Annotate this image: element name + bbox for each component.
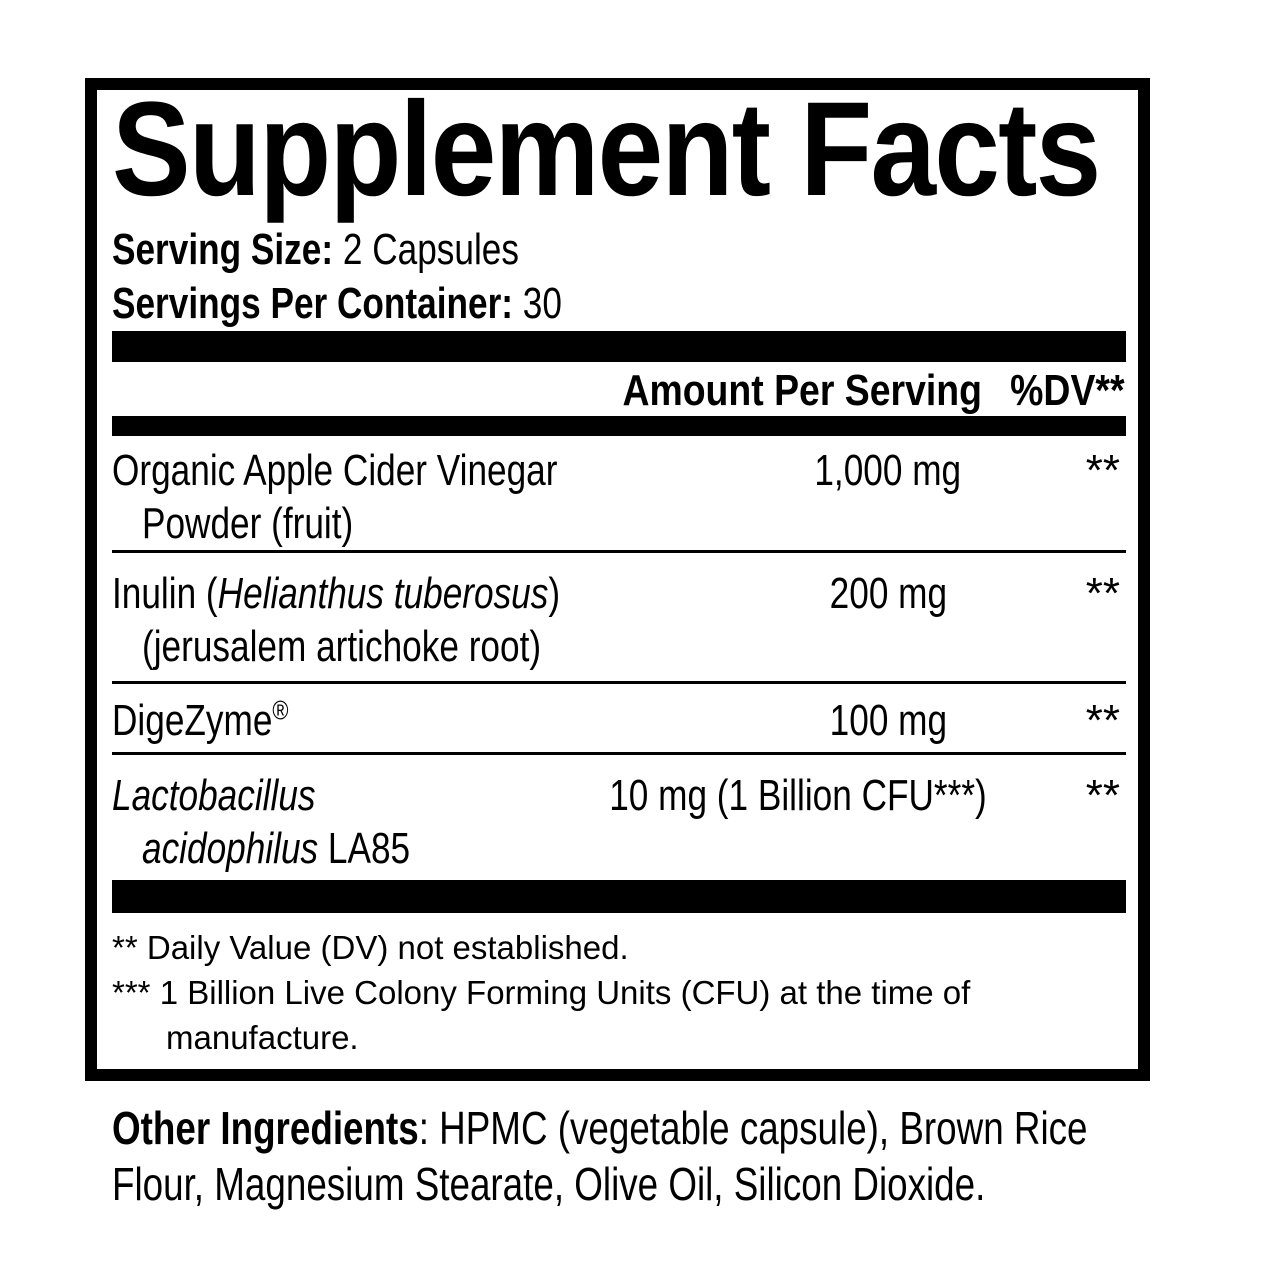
ingredient-row-lactobacillus: Lactobacillus acidophilus LA85 10 mg (1 … — [112, 755, 1126, 880]
other-ingredients-line: Other Ingredients: HPMC (vegetable capsu… — [112, 1100, 1280, 1156]
servings-per-container-label: Servings Per Container: — [112, 278, 514, 328]
footnotes-section: ** Daily Value (DV) not established. ***… — [112, 913, 1126, 1069]
ingredient-name-line: DigeZyme® — [112, 694, 1126, 747]
ingredient-name-line: Inulin (Helianthus tuberosus) — [112, 567, 1126, 620]
ingredient-name-line: (jerusalem artichoke root) — [112, 620, 1126, 673]
ingredient-amount: 100 mg — [829, 695, 947, 745]
ingredient-latin-name-continued: acidophilus — [142, 823, 319, 873]
ingredient-name-line: Powder (fruit) — [112, 497, 1126, 550]
ingredient-name-line: acidophilus LA85 — [112, 822, 1126, 875]
registered-trademark-symbol: ® — [272, 693, 289, 725]
ingredient-latin-name: Lactobacillus — [112, 770, 316, 820]
ingredient-name: DigeZyme — [112, 695, 273, 745]
ingredient-dv: ** — [1085, 695, 1120, 745]
dv-header: %DV** — [1009, 365, 1124, 415]
ingredient-name-line: Lactobacillus — [112, 769, 1126, 822]
footnote-text: Daily Value (DV) not established. — [146, 928, 629, 966]
ingredient-row-inulin: Inulin (Helianthus tuberosus) (jerusalem… — [112, 553, 1126, 684]
ingredient-amount: 1,000 mg — [814, 445, 962, 495]
other-ingredients-text: HPMC (vegetable capsule), Brown Rice — [439, 1102, 1088, 1154]
footnote-marker: ** — [112, 928, 138, 966]
ingredient-dv: ** — [1085, 445, 1120, 495]
ingredient-name-close: ) — [548, 568, 561, 618]
other-ingredients-line: Flour, Magnesium Stearate, Olive Oil, Si… — [112, 1156, 1280, 1212]
panel-title-text: Supplement Facts — [112, 75, 1101, 224]
other-ingredients-section: Other Ingredients: HPMC (vegetable capsu… — [112, 1100, 1280, 1212]
thick-rule-header — [112, 415, 1126, 436]
thick-rule-bottom — [112, 879, 1126, 913]
serving-size-label: Serving Size: — [112, 224, 334, 274]
ingredient-dv: ** — [1085, 568, 1120, 618]
table-header-row: Amount Per Serving %DV** — [112, 362, 1126, 416]
panel-title: Supplement Facts — [112, 75, 1126, 224]
thick-rule-top — [112, 330, 1126, 362]
footnote-marker: *** — [112, 973, 151, 1011]
footnote-cfu: *** 1 Billion Live Colony Forming Units … — [112, 970, 1126, 1015]
ingredient-row-apple-cider-vinegar: Organic Apple Cider Vinegar Powder (frui… — [112, 436, 1126, 553]
other-ingredients-label: Other Ingredients — [112, 1102, 419, 1154]
amount-per-serving-header: Amount Per Serving — [621, 365, 982, 415]
footnote-dv: ** Daily Value (DV) not established. — [112, 925, 1126, 970]
ingredient-amount: 10 mg (1 Billion CFU***) — [609, 770, 987, 820]
ingredient-name: Organic Apple Cider Vinegar — [112, 445, 558, 495]
other-ingredients-text-continued: Flour, Magnesium Stearate, Olive Oil, Si… — [112, 1158, 986, 1210]
footnote-cfu-continued: manufacture. — [166, 1018, 359, 1056]
ingredient-name-line: Organic Apple Cider Vinegar — [112, 444, 1126, 497]
ingredient-amount: 200 mg — [829, 568, 947, 618]
ingredient-dv: ** — [1085, 770, 1120, 820]
supplement-facts-panel: Supplement Facts Serving Size: 2 Capsule… — [85, 78, 1150, 1081]
serving-size-value: 2 Capsules — [342, 224, 519, 274]
ingredient-strain-code: LA85 — [327, 823, 411, 873]
ingredient-name-continued: Powder (fruit) — [142, 498, 354, 548]
serving-size-line: Serving Size: 2 Capsules — [112, 223, 1126, 277]
servings-per-container-value: 30 — [522, 278, 562, 328]
ingredient-name: Inulin ( — [112, 568, 218, 618]
ingredient-row-digezyme: DigeZyme® 100 mg ** — [112, 684, 1126, 755]
other-ingredients-colon: : — [418, 1102, 429, 1154]
footnote-text: 1 Billion Live Colony Forming Units (CFU… — [159, 973, 971, 1011]
ingredient-latin-name: Helianthus tuberosus — [217, 568, 549, 618]
ingredient-name-continued: (jerusalem artichoke root) — [142, 621, 542, 671]
servings-per-container-line: Servings Per Container: 30 — [112, 277, 1126, 331]
